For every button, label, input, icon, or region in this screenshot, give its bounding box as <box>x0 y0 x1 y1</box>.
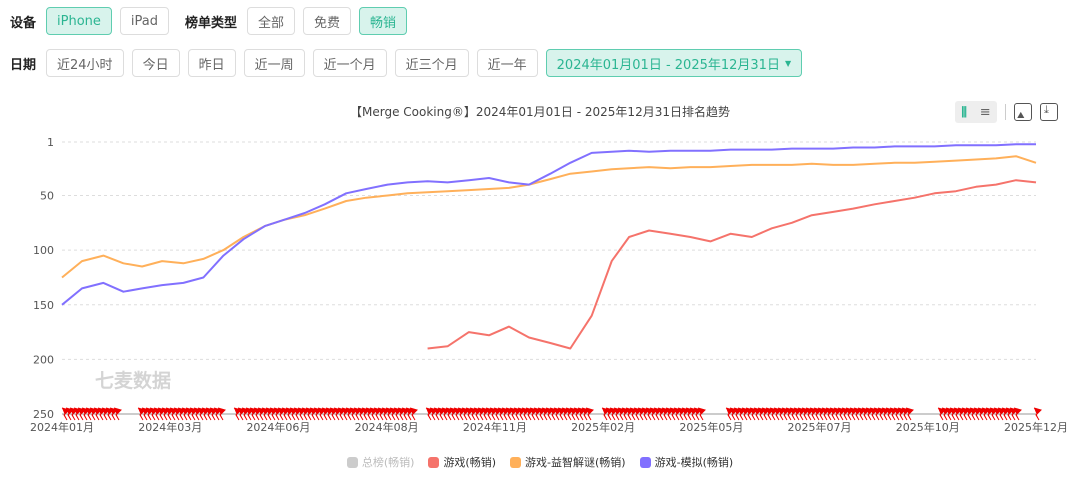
date-24h-button[interactable]: 近24小时 <box>46 49 124 77</box>
x-tick-label: 2024年03月 <box>138 420 202 434</box>
x-tick-label: 2025年02月 <box>571 420 635 434</box>
date-filter-row: 日期 近24小时 今日 昨日 近一周 近一个月 近三个月 近一年 2024年01… <box>10 49 803 77</box>
x-tick-label: 2025年07月 <box>788 420 852 434</box>
x-tick-label: 2024年01月 <box>30 420 94 434</box>
legend-label: 游戏-模拟(畅销) <box>654 456 734 469</box>
legend-item-puzzle[interactable]: 游戏-益智解谜(畅销) <box>510 454 626 470</box>
x-tick-label: 2024年11月 <box>463 420 527 434</box>
chart-type-label: 榜单类型 <box>185 15 238 31</box>
legend-label: 总榜(畅销) <box>361 456 415 469</box>
divider <box>1005 104 1006 120</box>
device-filter-row: 设备 iPhone iPad 榜单类型 全部 免费 畅销 <box>10 7 408 35</box>
legend-item-simulation[interactable]: 游戏-模拟(畅销) <box>639 454 734 470</box>
list-icon[interactable]: ≡ <box>979 104 991 120</box>
y-tick-label: 200 <box>33 353 54 366</box>
chart-type-grossing-button[interactable]: 畅销 <box>359 7 408 35</box>
caret-down-icon: ▼ <box>784 58 792 68</box>
device-ipad-button[interactable]: iPad <box>119 7 169 35</box>
date-week-button[interactable]: 近一周 <box>243 49 305 77</box>
y-tick-label: 150 <box>33 299 54 312</box>
version-marker <box>217 407 226 421</box>
date-range-picker[interactable]: 2024年01月01日 - 2025年12月31日 ▼ <box>545 49 803 77</box>
date-3months-button[interactable]: 近三个月 <box>394 49 469 77</box>
x-tick-label: 2024年06月 <box>246 420 310 434</box>
x-tick-label: 2024年08月 <box>355 420 419 434</box>
x-tick-label: 2025年10月 <box>896 420 960 434</box>
legend: 总榜(畅销) 游戏(畅销) 游戏-益智解谜(畅销) 游戏-模拟(畅销) <box>0 454 1080 470</box>
version-marker <box>1013 407 1022 421</box>
chart-type-all-button[interactable]: 全部 <box>247 7 296 35</box>
version-marker <box>585 407 594 421</box>
bar-chart-icon[interactable]: ⫼ <box>961 104 967 119</box>
legend-swatch <box>639 456 651 468</box>
date-year-button[interactable]: 近一年 <box>476 49 538 77</box>
date-yesterday-button[interactable]: 昨日 <box>187 49 236 77</box>
date-range-value: 2024年01月01日 - 2025年12月31日 <box>556 57 780 73</box>
legend-swatch <box>346 456 358 468</box>
series-line-3 <box>61 143 1036 306</box>
version-marker <box>113 407 122 421</box>
date-month-button[interactable]: 近一个月 <box>312 49 387 77</box>
chart-type-free-button[interactable]: 免费 <box>303 7 352 35</box>
view-toggle[interactable]: ⫼ ≡ <box>955 101 997 123</box>
version-marker <box>697 407 706 421</box>
legend-swatch <box>510 456 522 468</box>
y-tick-label: 50 <box>40 190 54 203</box>
y-tick-label: 250 <box>33 408 54 421</box>
date-label: 日期 <box>10 57 37 73</box>
chart-toolbar: ⫼ ≡ ⛰ ⤓ <box>955 101 1058 123</box>
x-tick-label: 2025年05月 <box>679 420 743 434</box>
version-marker <box>1033 407 1042 421</box>
chart-title: 【Merge Cooking®】2024年01月01日 - 2025年12月31… <box>350 105 730 119</box>
y-tick-label: 1 <box>47 136 54 149</box>
watermark: 七麦数据 <box>95 369 171 392</box>
x-tick-label: 2025年12月 <box>1004 420 1068 434</box>
download-icon[interactable]: ⤓ <box>1040 103 1058 121</box>
date-today-button[interactable]: 今日 <box>131 49 180 77</box>
legend-swatch <box>428 456 440 468</box>
legend-label: 游戏(畅销) <box>443 456 497 469</box>
legend-item-games[interactable]: 游戏(畅销) <box>428 454 496 470</box>
y-tick-label: 100 <box>33 244 54 257</box>
series-line-1 <box>427 179 1037 350</box>
image-export-icon[interactable]: ⛰ <box>1014 103 1032 121</box>
series-line-2 <box>61 155 1037 279</box>
device-label: 设备 <box>10 15 37 31</box>
legend-label: 游戏-益智解谜(畅销) <box>525 456 626 469</box>
version-marker <box>905 407 914 421</box>
legend-item-total[interactable]: 总榜(畅销) <box>346 454 415 470</box>
version-marker <box>409 407 418 421</box>
device-iphone-button[interactable]: iPhone <box>46 7 112 35</box>
